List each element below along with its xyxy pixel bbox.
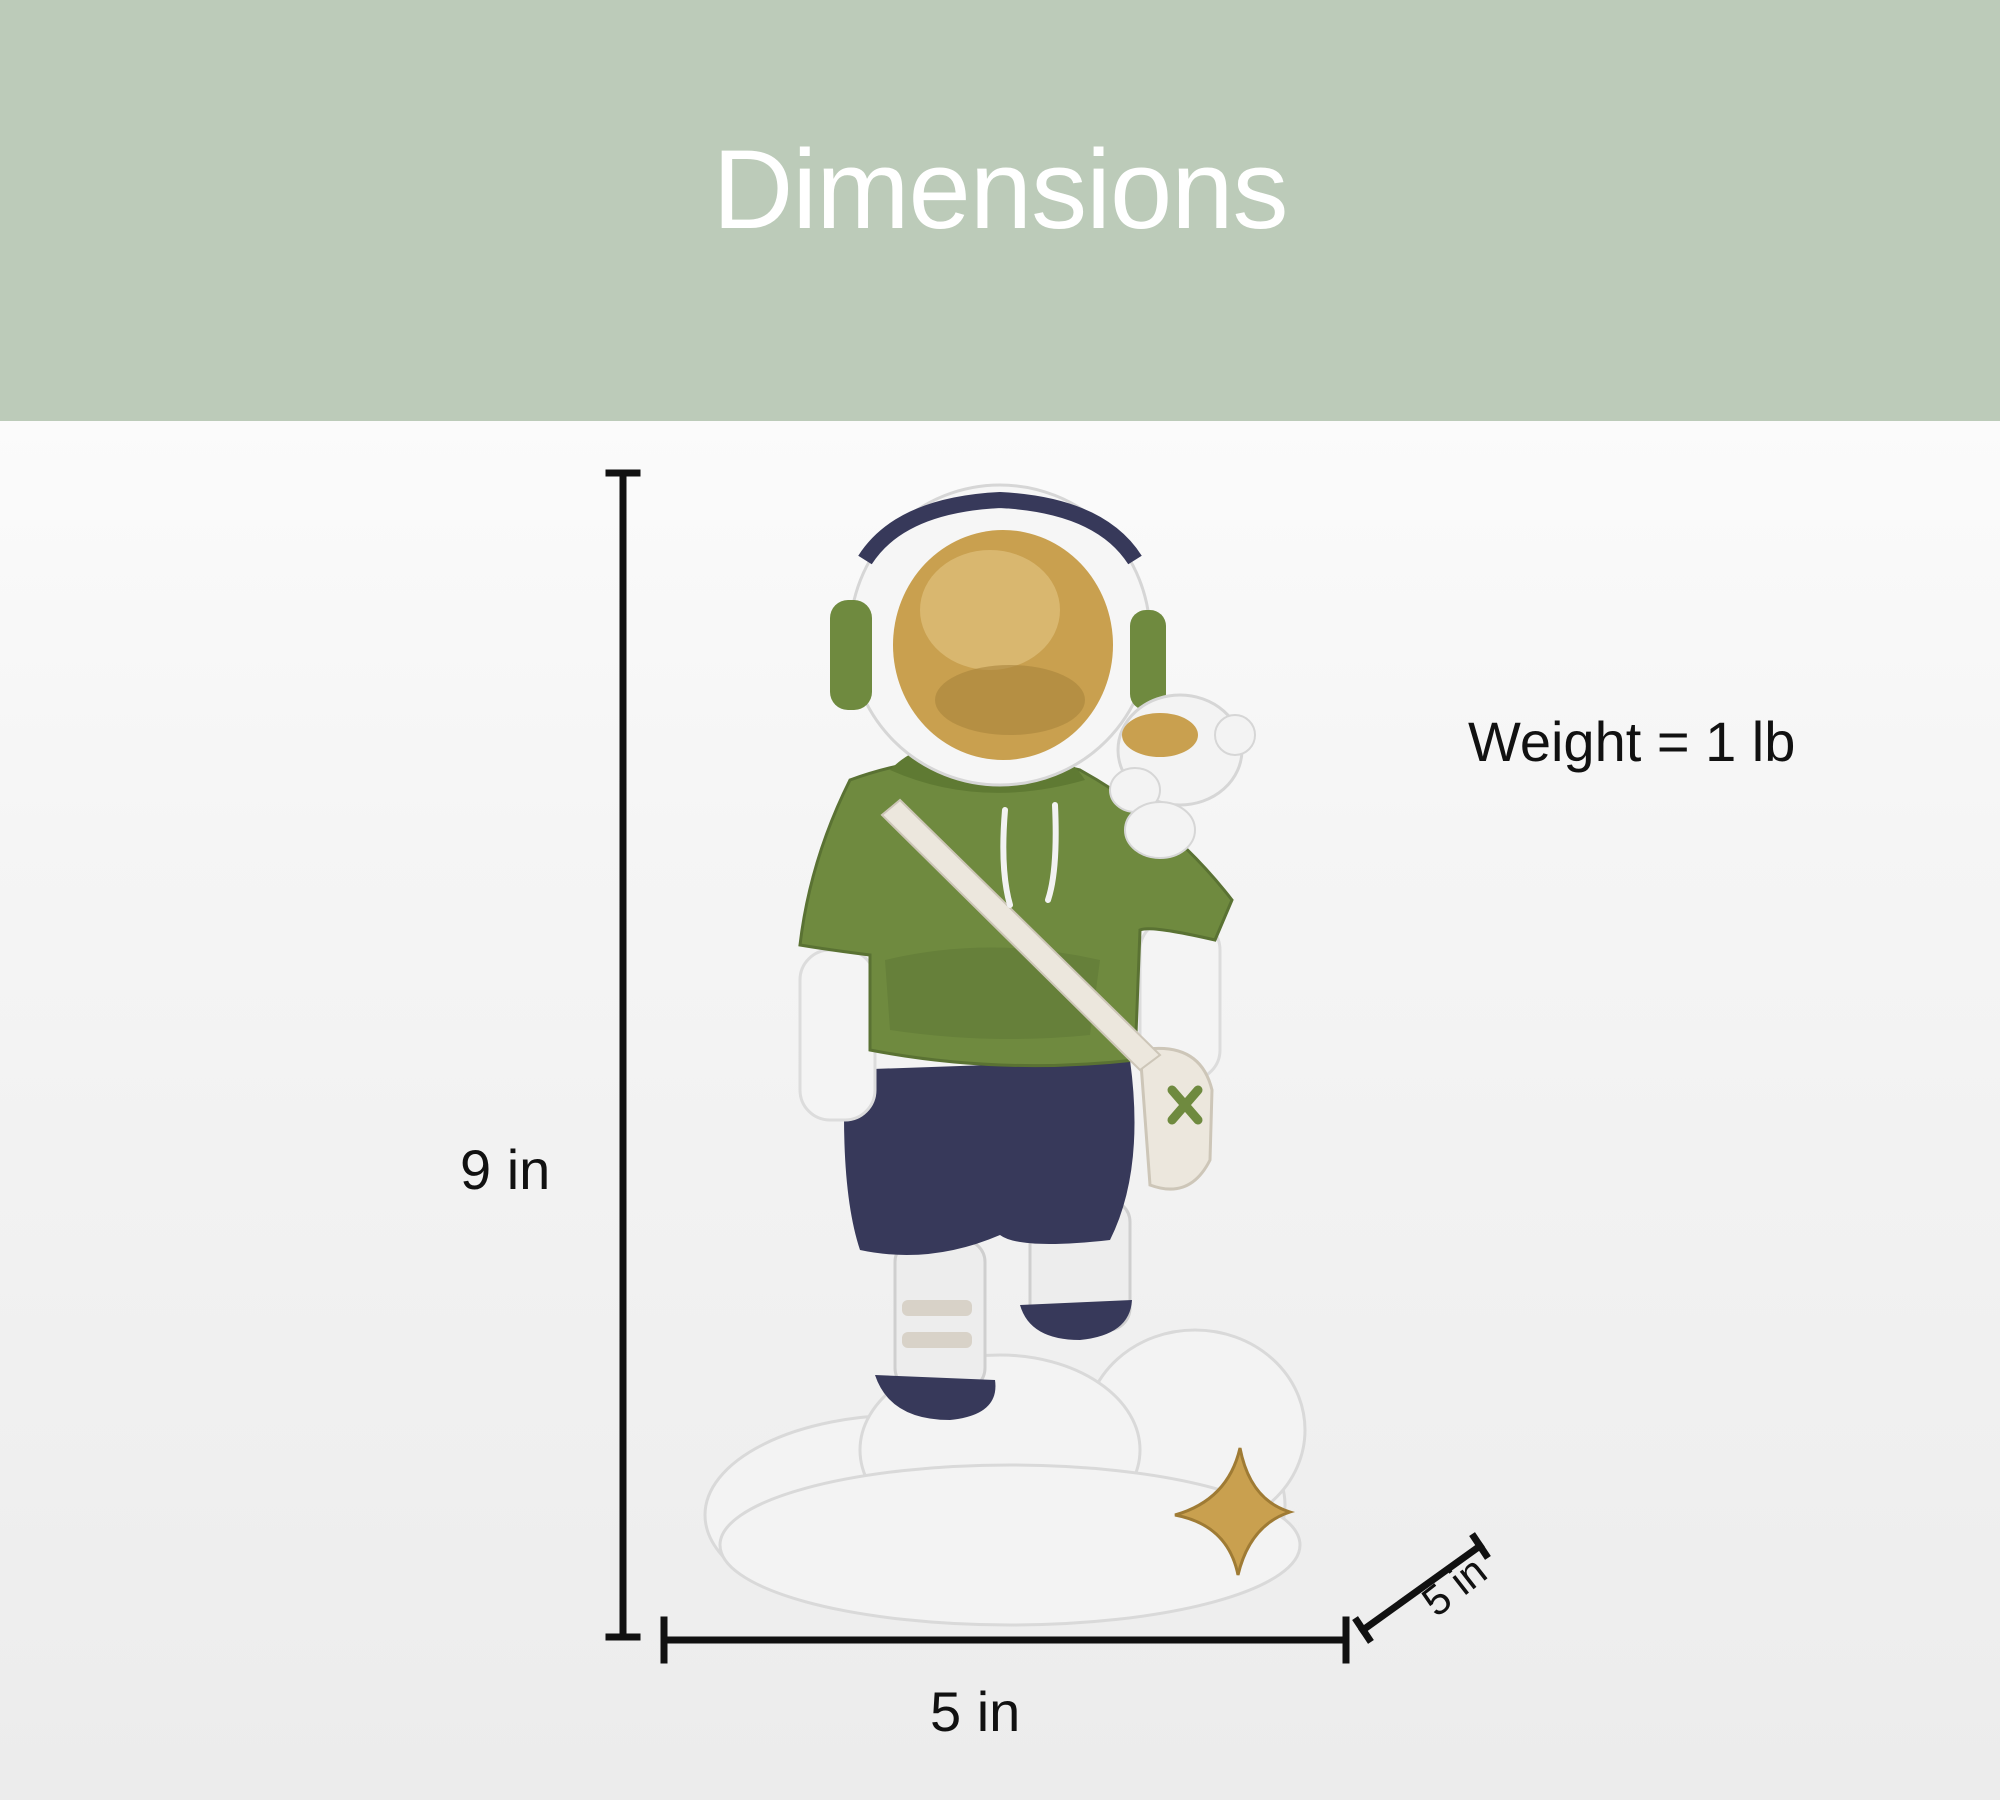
weight-label: Weight = 1 lb: [1468, 710, 1796, 773]
left-arm: [798, 948, 877, 1122]
bag-strap: [880, 798, 1162, 1072]
astronaut-figurine-image: [703, 483, 1307, 1627]
page-title: Dimensions: [712, 127, 1288, 252]
height-dimension-line: [605, 469, 641, 1641]
headphone-left: [830, 600, 872, 710]
bag-x-icon: [1167, 1085, 1203, 1125]
shorts: [844, 1060, 1135, 1255]
headphone-right: [1130, 610, 1166, 710]
header-band: Dimensions: [0, 0, 2000, 421]
gold-star-icon: [1174, 1447, 1296, 1576]
hoodie-drawstrings: [1000, 802, 1059, 908]
depth-dimension-line: [1352, 1532, 1491, 1644]
width-dimension-line: [660, 1616, 1350, 1664]
height-label: 9 in: [460, 1138, 551, 1201]
helmet: [830, 483, 1166, 787]
companion-figure: [1109, 693, 1256, 859]
cloud-base: [703, 1328, 1307, 1627]
width-label: 5 in: [930, 1680, 1021, 1743]
